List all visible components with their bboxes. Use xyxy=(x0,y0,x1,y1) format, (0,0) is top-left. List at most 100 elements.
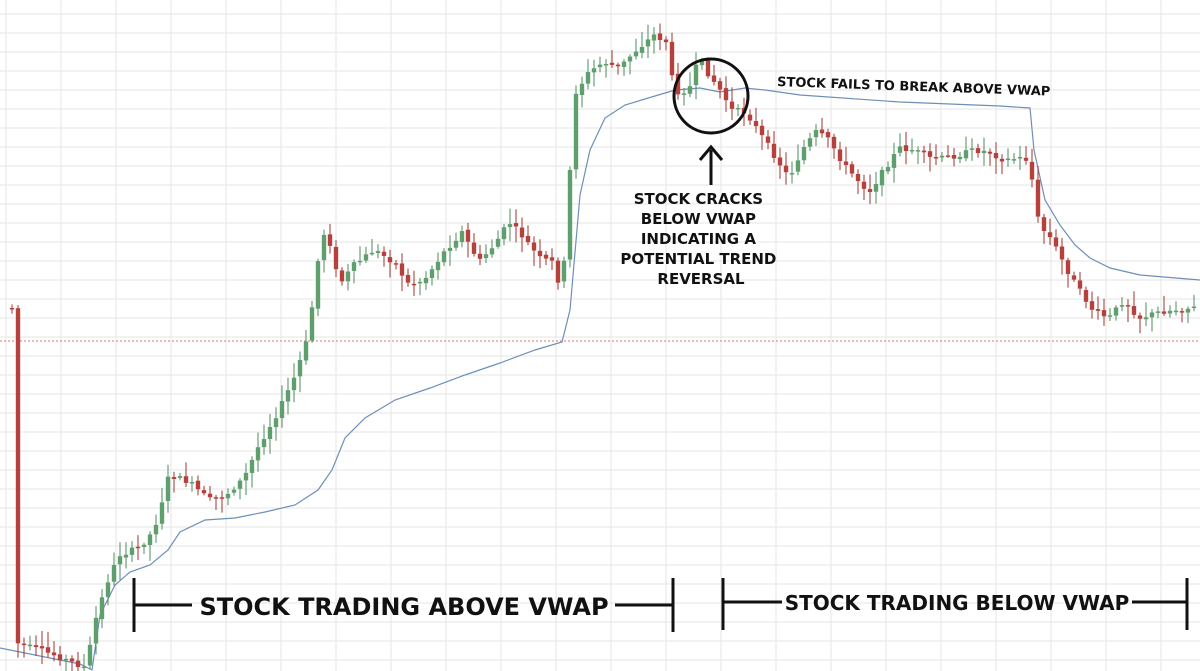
candle-body xyxy=(525,235,531,243)
candle-body xyxy=(1107,315,1113,317)
candle-body xyxy=(345,271,351,282)
candle-body xyxy=(957,156,963,160)
candle-body xyxy=(921,150,927,153)
candle-body xyxy=(87,644,93,666)
candle-body xyxy=(837,149,843,162)
candle-body xyxy=(843,161,849,166)
candle-body xyxy=(261,439,267,448)
candle-body xyxy=(861,181,867,189)
candle-body xyxy=(27,644,33,647)
candle-body xyxy=(537,250,543,257)
candle-body xyxy=(39,646,45,649)
candle-body xyxy=(1035,179,1041,217)
candle-body xyxy=(423,277,429,284)
candle-body xyxy=(399,263,405,276)
candle-body xyxy=(405,274,411,283)
candle-body xyxy=(963,150,969,159)
candle-body xyxy=(687,86,693,94)
candle-body xyxy=(483,254,489,259)
above-vwap-label: STOCK TRADING ABOVE VWAP xyxy=(199,593,608,621)
candle-body xyxy=(615,64,621,67)
candle-body xyxy=(987,151,993,154)
candle-body xyxy=(933,157,939,159)
candle-body xyxy=(93,617,99,644)
candle-body xyxy=(129,547,135,555)
candle-body xyxy=(777,157,783,166)
candle-body xyxy=(285,390,291,402)
vwap-line xyxy=(0,87,1200,671)
candle-body xyxy=(609,62,615,65)
candle-body xyxy=(279,401,285,419)
candle-body xyxy=(747,114,753,121)
candle-body xyxy=(945,155,951,157)
candle-body xyxy=(681,93,687,95)
candle-body xyxy=(417,281,423,284)
candle-body xyxy=(879,169,885,186)
candle-body xyxy=(1071,275,1077,280)
candle-body xyxy=(465,229,471,242)
candle-body xyxy=(153,524,159,535)
candle-body xyxy=(159,502,165,524)
candle-body xyxy=(885,167,891,172)
candle-body xyxy=(411,283,417,286)
candle-body xyxy=(639,46,645,53)
candle-body xyxy=(669,41,675,76)
candle-body xyxy=(723,88,729,101)
candle-body xyxy=(711,75,717,82)
candle-body xyxy=(849,164,855,174)
reversal-circle xyxy=(672,57,750,135)
candle-body xyxy=(303,341,309,361)
candle-body xyxy=(645,39,651,47)
candle-body xyxy=(147,534,153,545)
up-arrow xyxy=(698,144,724,185)
candle-body xyxy=(771,143,777,158)
candle-body xyxy=(951,155,957,159)
candle-body xyxy=(585,72,591,84)
candle-body xyxy=(1077,280,1083,289)
candle-body xyxy=(729,101,735,109)
candle-body xyxy=(471,242,477,254)
candle-body xyxy=(81,666,87,669)
candle-body xyxy=(819,129,825,134)
candle-body xyxy=(813,130,819,138)
cracks-label-line: REVERSAL xyxy=(657,270,745,288)
candle-body xyxy=(1101,310,1107,317)
candle-body xyxy=(1161,311,1167,314)
candle-body xyxy=(789,173,795,175)
candle-body xyxy=(519,227,525,238)
candle-body xyxy=(927,151,933,157)
candle-body xyxy=(555,260,561,283)
candle-body xyxy=(1005,158,1011,161)
candle-body xyxy=(1143,317,1149,320)
candle-body xyxy=(117,556,123,565)
candle-body xyxy=(831,136,837,149)
candle-body xyxy=(795,160,801,172)
candle-body xyxy=(1041,217,1047,231)
candle-body xyxy=(1125,305,1131,307)
candle-body xyxy=(903,145,909,152)
candle-body xyxy=(591,68,597,73)
candle-body xyxy=(759,125,765,136)
candle-body xyxy=(1089,301,1095,310)
candle-body xyxy=(75,660,81,668)
candle-body xyxy=(1167,310,1173,314)
candle-body xyxy=(207,493,213,498)
candle-body xyxy=(213,497,219,499)
candle-body xyxy=(633,51,639,57)
candle-body xyxy=(753,121,759,127)
candle-body xyxy=(1023,157,1029,161)
candle-body xyxy=(627,56,633,62)
candle-body xyxy=(99,597,105,620)
candle-body xyxy=(375,251,381,253)
candle-body xyxy=(579,83,585,96)
candle-body xyxy=(363,254,369,261)
candle-body xyxy=(201,490,207,494)
candle-body xyxy=(561,260,567,282)
candle-body xyxy=(597,64,603,68)
cracks-label: STOCK CRACKS BELOW VWAP INDICATING A POT… xyxy=(620,190,781,288)
candle-body xyxy=(1131,306,1137,315)
candle-body xyxy=(1179,311,1185,313)
candle-body xyxy=(969,148,975,150)
